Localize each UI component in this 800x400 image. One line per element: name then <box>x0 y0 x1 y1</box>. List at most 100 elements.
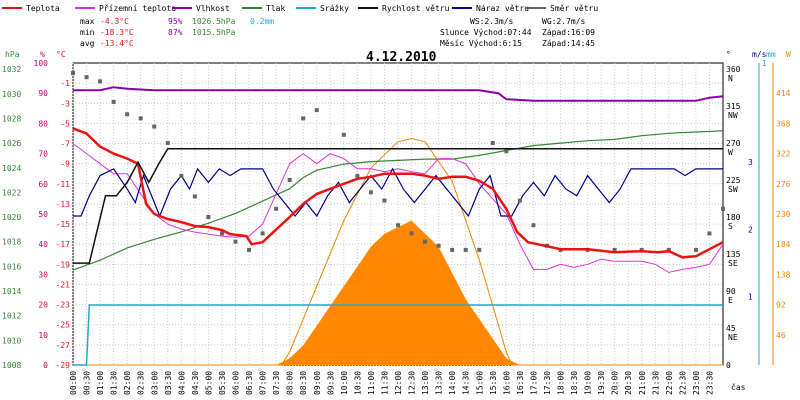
dir-tick-label: 0 <box>726 361 731 370</box>
dir-tick-label: 135 <box>726 250 741 259</box>
ms-tick-label: 1 <box>748 293 753 302</box>
w-tick-label: 276 <box>776 180 791 189</box>
wind-direction-point <box>192 194 197 199</box>
wind-direction-point <box>71 71 75 76</box>
temp-tick-label: -21 <box>56 280 71 289</box>
x-tick-label: 18:00 <box>557 371 566 395</box>
temp-unit: °C <box>56 50 66 59</box>
x-tick-label: 07:00 <box>259 371 268 395</box>
hpa-unit: hPa <box>5 50 20 59</box>
dir-unit: ° <box>726 50 731 59</box>
wind-direction-point <box>152 124 157 129</box>
w-tick-label: 368 <box>776 119 791 128</box>
pct-tick-label: 90 <box>38 89 48 98</box>
legend-wind-gust: Náraz větru <box>476 4 529 13</box>
wind-direction-point <box>274 206 279 211</box>
w-tick-label: 322 <box>776 150 791 159</box>
wind-direction-point <box>111 99 116 104</box>
pct-tick-label: 70 <box>38 150 48 159</box>
pct-unit: % <box>40 50 45 59</box>
x-tick-label: 10:00 <box>340 371 349 395</box>
x-tick-label: 03:30 <box>164 371 173 395</box>
temp-tick-label: -9 <box>60 160 70 169</box>
stats-avg-label: avg <box>80 39 95 48</box>
w-tick-label: 92 <box>776 301 786 310</box>
temp-tick-label: -27 <box>56 341 71 350</box>
x-tick-label: 11:30 <box>380 371 389 395</box>
stats-min-label: min <box>80 28 95 37</box>
x-tick-label: 01:30 <box>110 371 119 395</box>
x-tick-label: 19:00 <box>584 371 593 395</box>
pct-tick-label: 10 <box>38 331 48 340</box>
legend-ground-temperature: Přízemní teplota <box>99 4 176 13</box>
hpa-tick-label: 1010 <box>2 336 21 345</box>
wind-direction-point <box>98 79 103 84</box>
wind-direction-point <box>314 108 319 113</box>
pct-tick-label: 60 <box>38 180 48 189</box>
wind-direction-point <box>355 173 360 178</box>
w-tick-label: 184 <box>776 240 791 249</box>
x-tick-label: 03:00 <box>150 371 159 395</box>
stats-ws: WS:2.3m/s <box>470 17 514 26</box>
wind-direction-point <box>179 173 184 178</box>
stats-max-rain: 0.2mm <box>250 17 274 26</box>
legend-rain: Srážky <box>320 4 349 13</box>
x-tick-label: 23:30 <box>705 371 714 395</box>
x-tick-label: 15:30 <box>489 371 498 395</box>
x-tick-label: 19:30 <box>597 371 606 395</box>
dir-name-label: SW <box>728 185 738 194</box>
wind-direction-point <box>219 231 224 236</box>
hpa-tick-label: 1012 <box>2 312 21 321</box>
dir-name-label: W <box>728 148 733 157</box>
x-tick-label: 16:00 <box>502 371 511 395</box>
mm-tick-label: 1 <box>762 59 767 68</box>
stats-moonset: Západ:14:45 <box>542 39 595 48</box>
series-humidity <box>73 86 724 102</box>
legend: Teplota Přízemní teplota Vlhkost Tlak Sr… <box>2 4 598 13</box>
wind-direction-point <box>477 247 482 252</box>
x-axis-label: čas <box>731 382 746 392</box>
stats-min-hum: 87% <box>168 28 183 37</box>
x-tick-label: 00:00 <box>69 371 78 395</box>
w-tick-label: 230 <box>776 210 791 219</box>
wind-direction-point <box>463 247 468 252</box>
temp-tick-label: -3 <box>60 99 70 108</box>
legend-temperature: Teplota <box>26 4 60 13</box>
wind-direction-point <box>301 116 306 121</box>
wind-direction-point <box>206 215 211 219</box>
stats-max-temp: -4.3°C <box>100 17 129 26</box>
wind-direction-point <box>423 239 428 244</box>
temp-tick-label: -17 <box>56 240 71 249</box>
legend-wind-direction: Směr větru <box>550 4 598 13</box>
wind-direction-point <box>612 247 617 252</box>
x-tick-label: 04:30 <box>191 371 200 395</box>
x-tick-label: 22:30 <box>678 371 687 395</box>
x-tick-label: 16:30 <box>516 371 525 395</box>
pct-tick-label: 100 <box>34 59 49 68</box>
stats-avg-temp: -13.4°C <box>100 39 134 48</box>
dir-name-label: NE <box>728 333 738 342</box>
temp-tick-label: -11 <box>56 180 71 189</box>
stats-min-temp: -18.3°C <box>100 28 134 37</box>
series-wind-gust <box>73 167 723 218</box>
temp-tick-label: -5 <box>60 119 70 128</box>
legend-pressure: Tlak <box>266 4 285 13</box>
wind-direction-point <box>138 116 143 121</box>
ms-tick-label: 2 <box>748 225 753 234</box>
x-tick-label: 05:00 <box>204 371 213 395</box>
wind-direction-point <box>517 198 522 203</box>
temp-tick-label: -1 <box>60 79 70 88</box>
x-tick-label: 18:30 <box>570 371 579 395</box>
dir-tick-label: 225 <box>726 176 741 185</box>
wind-direction-point <box>721 206 725 211</box>
stats-moon: Měsíc Východ:6:15 <box>440 39 522 48</box>
wind-direction-point <box>504 149 509 154</box>
series-solar-theoretical <box>73 137 723 366</box>
pct-tick-label: 80 <box>38 119 48 128</box>
series-solar-radiation <box>73 220 723 365</box>
wind-direction-point <box>396 223 400 228</box>
stats-min-press: 1015.5hPa <box>192 28 236 37</box>
pct-tick-label: 40 <box>38 240 48 249</box>
x-tick-label: 14:00 <box>448 371 457 395</box>
